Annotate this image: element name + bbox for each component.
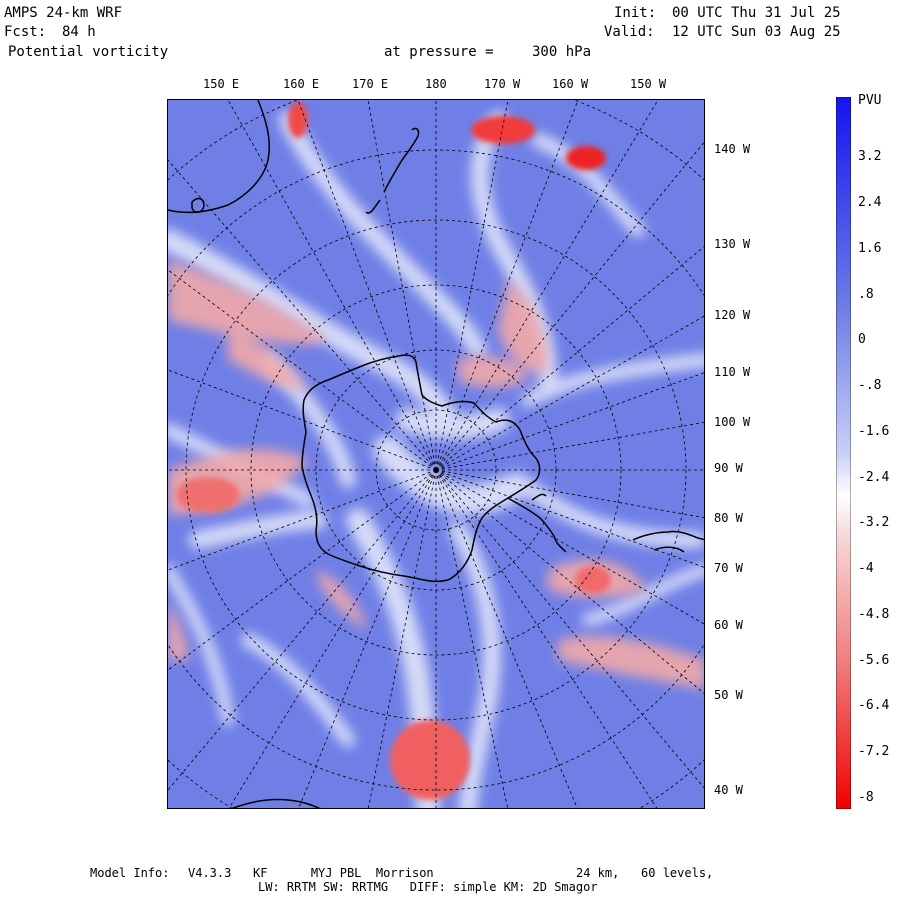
antarctica-coastline — [301, 354, 541, 583]
lon-label-70w: 70 W — [714, 561, 743, 575]
colorbar-tick: -7.2 — [858, 744, 890, 759]
pv-map-svg — [168, 100, 704, 808]
pressure-label: at pressure = — [384, 44, 494, 60]
lon-label-150w: 150 W — [630, 77, 667, 91]
colorbar-tick: -3.2 — [858, 515, 890, 530]
colorbar-tick: -4.8 — [858, 607, 890, 622]
graticule — [168, 100, 704, 808]
lon-label-140w: 140 W — [714, 142, 751, 156]
colorbar-tick: 1.6 — [858, 241, 882, 256]
pv-map — [167, 99, 705, 809]
colorbar-tick: -.8 — [858, 378, 882, 393]
pv-anomaly-northwest — [288, 102, 308, 138]
south-america-patch — [653, 546, 685, 553]
lon-label-100w: 100 W — [714, 415, 751, 429]
pv-anomaly-northeast — [566, 146, 606, 170]
forecast-label: Fcst: — [4, 24, 47, 40]
footer-model-info-label: Model Info: — [90, 866, 170, 880]
lon-label-130w: 130 W — [714, 237, 751, 251]
colorbar-tick: -1.6 — [858, 424, 890, 439]
colorbar-tick: 2.4 — [858, 195, 882, 210]
pv-anomaly-east — [575, 566, 611, 594]
colorbar-tick: 3.2 — [858, 149, 882, 164]
pv-anomaly-north-center — [471, 116, 535, 144]
lon-label-110w: 110 W — [714, 365, 751, 379]
valid-label: Valid: — [604, 24, 655, 40]
colorbar-gradient — [836, 97, 851, 809]
init-value: 00 UTC Thu 31 Jul 25 — [672, 5, 841, 21]
tasmania-coastline — [191, 197, 205, 213]
field-title: Potential vorticity — [8, 44, 169, 60]
colorbar-tick: -2.4 — [858, 470, 890, 485]
lon-label-120w: 120 W — [714, 308, 751, 322]
valid-value: 12 UTC Sun 03 Aug 25 — [672, 24, 841, 40]
lon-label-160e: 160 E — [283, 77, 320, 91]
colorbar-tick: -5.6 — [858, 653, 890, 668]
lon-label-40w: 40 W — [714, 783, 743, 797]
pv-anomaly-red — [176, 102, 611, 800]
new-zealand-coastline — [365, 127, 420, 214]
pressure-value: 300 hPa — [532, 44, 592, 60]
lon-label-60w: 60 W — [714, 618, 743, 632]
forecast-value: 84 h — [62, 24, 96, 40]
south-america-coastline — [632, 530, 704, 541]
init-label: Init: — [614, 5, 657, 21]
footer-model-grid: 24 km, 60 levels, — [576, 866, 714, 880]
pv-anomaly-south — [390, 720, 470, 800]
lon-label-50w: 50 W — [714, 688, 743, 702]
lon-label-90w: 90 W — [714, 461, 743, 475]
colorbar-unit: PVU — [858, 93, 882, 108]
coastlines — [168, 100, 704, 808]
model-title: AMPS 24-km WRF — [4, 5, 123, 21]
southern-africa-coastline — [231, 798, 321, 808]
pv-anomaly-west — [176, 477, 240, 513]
colorbar-tick: -6.4 — [858, 698, 890, 713]
footer-physics: LW: RRTM SW: RRTMG DIFF: simple KM: 2D S… — [258, 880, 598, 894]
lon-label-180: 180 — [425, 77, 447, 91]
lon-label-170w: 170 W — [484, 77, 521, 91]
colorbar-tick: .8 — [858, 287, 874, 302]
lon-label-80w: 80 W — [714, 511, 743, 525]
lon-label-160w: 160 W — [552, 77, 589, 91]
antarctic-peninsula — [507, 493, 567, 553]
colorbar-tick: -8 — [858, 790, 874, 805]
colorbar-tick: 0 — [858, 332, 866, 347]
lon-label-170e: 170 E — [352, 77, 389, 91]
lon-label-150e: 150 E — [203, 77, 240, 91]
footer-model-info-items: V4.3.3 KF MYJ PBL Morrison — [188, 866, 434, 880]
colorbar-tick: -4 — [858, 561, 874, 576]
